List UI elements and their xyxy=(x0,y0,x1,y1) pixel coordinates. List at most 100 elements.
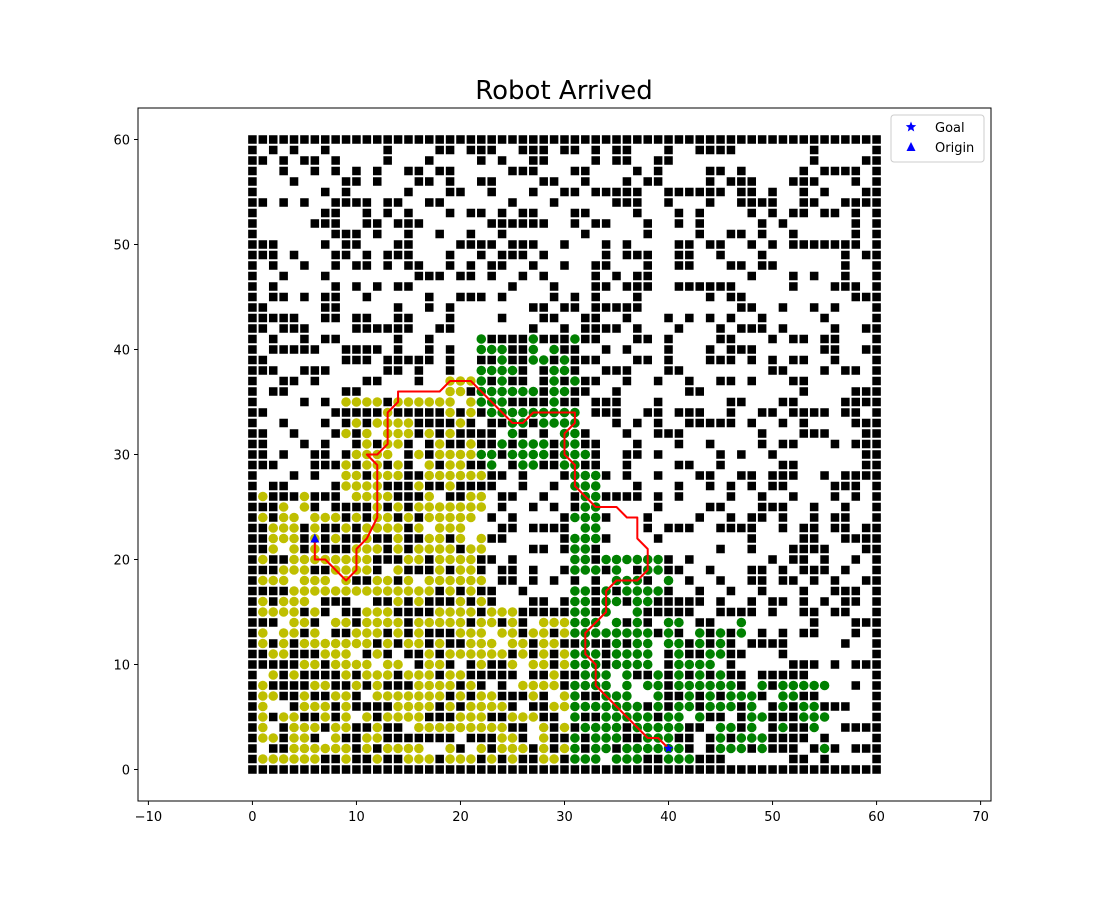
obstacle-cell xyxy=(768,240,777,249)
explored-goal-point xyxy=(716,649,726,659)
obstacle-cell xyxy=(664,146,673,155)
obstacle-cell xyxy=(331,156,340,165)
obstacle-cell xyxy=(602,303,611,312)
obstacle-cell xyxy=(508,702,517,711)
explored-goal-point xyxy=(674,712,684,722)
explored-origin-point xyxy=(341,660,351,670)
obstacle-cell xyxy=(404,408,413,417)
explored-goal-point xyxy=(622,649,632,659)
obstacle-cell xyxy=(373,702,382,711)
explored-goal-point xyxy=(789,691,799,701)
explored-origin-point xyxy=(435,471,445,481)
obstacle-cell xyxy=(519,356,528,365)
obstacle-cell xyxy=(373,440,382,449)
explored-origin-point xyxy=(435,450,445,460)
obstacle-cell xyxy=(799,608,808,617)
obstacle-cell xyxy=(810,545,819,554)
explored-goal-point xyxy=(487,345,497,355)
obstacle-cell xyxy=(623,450,632,459)
explored-origin-point xyxy=(331,639,341,649)
obstacle-cell xyxy=(331,597,340,606)
obstacle-cell xyxy=(810,177,819,186)
obstacle-cell xyxy=(852,198,861,207)
obstacle-cell xyxy=(290,639,299,648)
obstacle-cell xyxy=(695,587,704,596)
obstacle-cell xyxy=(872,335,881,344)
obstacle-cell xyxy=(872,345,881,354)
obstacle-cell xyxy=(747,240,756,249)
obstacle-cell xyxy=(810,272,819,281)
obstacle-cell xyxy=(695,146,704,155)
explored-origin-point xyxy=(289,733,299,743)
obstacle-cell xyxy=(799,240,808,249)
obstacle-cell xyxy=(654,503,663,512)
explored-goal-point xyxy=(705,649,715,659)
obstacle-cell xyxy=(789,461,798,470)
obstacle-cell xyxy=(269,618,278,627)
obstacle-cell xyxy=(394,492,403,501)
obstacle-cell xyxy=(331,282,340,291)
explored-origin-point xyxy=(435,681,445,691)
obstacle-cell xyxy=(269,681,278,690)
obstacle-cell xyxy=(560,671,569,680)
y-tick-label: 0 xyxy=(122,764,130,779)
explored-origin-point xyxy=(435,607,445,617)
obstacle-cell xyxy=(706,566,715,575)
obstacle-cell xyxy=(311,492,320,501)
obstacle-cell xyxy=(560,765,569,774)
obstacle-cell xyxy=(654,450,663,459)
obstacle-cell xyxy=(352,230,361,239)
obstacle-cell xyxy=(498,135,507,144)
obstacle-cell xyxy=(508,524,517,533)
obstacle-cell xyxy=(279,744,288,753)
obstacle-cell xyxy=(508,356,517,365)
explored-origin-point xyxy=(383,639,393,649)
obstacle-cell xyxy=(321,219,330,228)
obstacle-cell xyxy=(716,356,725,365)
explored-goal-point xyxy=(612,754,622,764)
obstacle-cell xyxy=(602,261,611,270)
obstacle-cell xyxy=(498,219,507,228)
obstacle-cell xyxy=(394,335,403,344)
obstacle-cell xyxy=(248,765,257,774)
obstacle-cell xyxy=(789,377,798,386)
obstacle-cell xyxy=(560,734,569,743)
explored-goal-point xyxy=(487,387,497,397)
obstacle-cell xyxy=(810,503,819,512)
obstacle-cell xyxy=(383,503,392,512)
obstacle-cell xyxy=(248,314,257,323)
obstacle-cell xyxy=(799,135,808,144)
obstacle-cell xyxy=(311,734,320,743)
explored-goal-point xyxy=(560,460,570,470)
obstacle-cell xyxy=(716,419,725,428)
explored-origin-point xyxy=(341,397,351,407)
obstacle-cell xyxy=(831,209,840,218)
obstacle-cell xyxy=(383,482,392,491)
obstacle-cell xyxy=(290,324,299,333)
obstacle-cell xyxy=(799,629,808,638)
obstacle-cell xyxy=(446,660,455,669)
explored-origin-point xyxy=(362,481,372,491)
explored-origin-point xyxy=(487,618,497,628)
obstacle-cell xyxy=(706,471,715,480)
obstacle-cell xyxy=(591,450,600,459)
obstacle-cell xyxy=(581,713,590,722)
explored-origin-point xyxy=(445,450,455,460)
obstacle-cell xyxy=(352,282,361,291)
obstacle-cell xyxy=(789,713,798,722)
obstacle-cell xyxy=(695,387,704,396)
obstacle-cell xyxy=(591,608,600,617)
obstacle-cell xyxy=(446,345,455,354)
obstacle-cell xyxy=(581,167,590,176)
obstacle-cell xyxy=(290,660,299,669)
obstacle-cell xyxy=(539,135,548,144)
explored-origin-point xyxy=(362,618,372,628)
explored-goal-point xyxy=(476,450,486,460)
obstacle-cell xyxy=(799,198,808,207)
explored-origin-point xyxy=(424,492,434,502)
obstacle-cell xyxy=(623,734,632,743)
explored-origin-point xyxy=(372,681,382,691)
obstacle-cell xyxy=(789,755,798,764)
obstacle-cell xyxy=(852,471,861,480)
explored-origin-point xyxy=(435,513,445,523)
